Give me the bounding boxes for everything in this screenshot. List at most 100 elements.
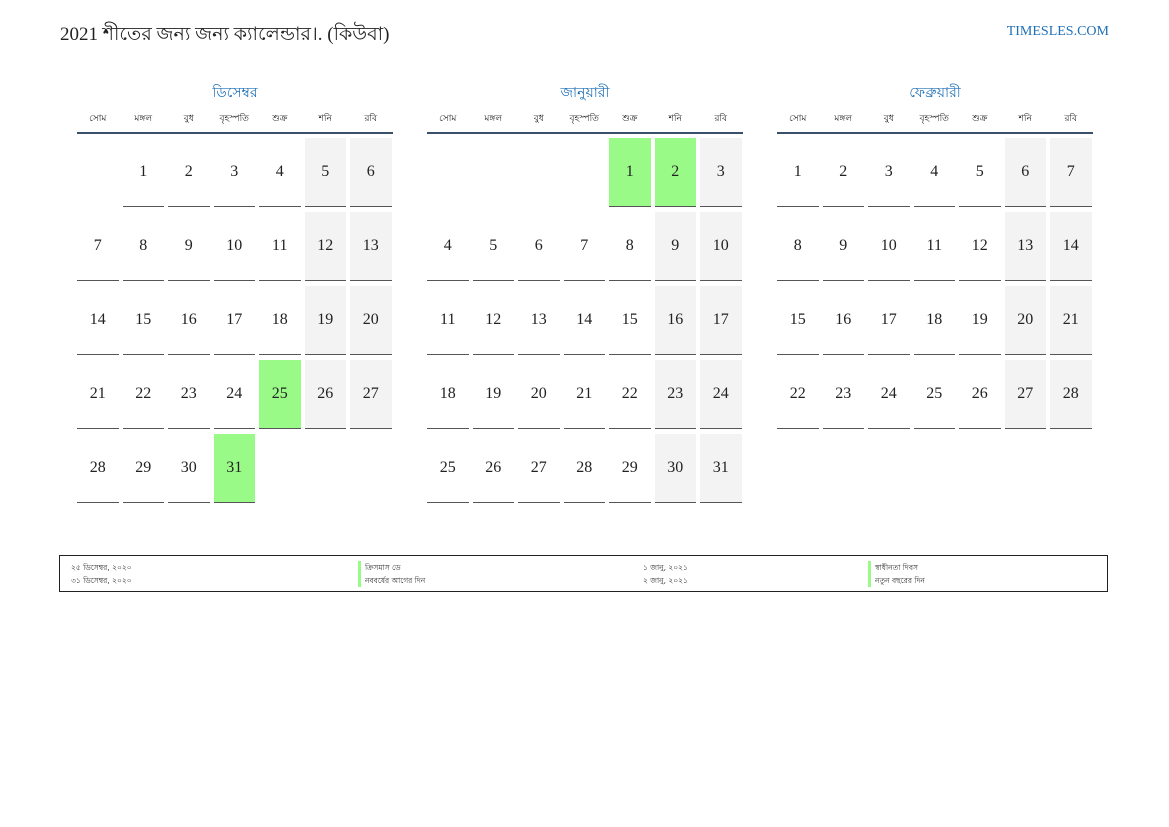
day-cell: 20 <box>1004 286 1046 355</box>
legend-names-january: স্বাধীনতা দিবস নতুন বছরের দিন <box>868 561 1118 591</box>
weekday-header: সোম মঙ্গল বুধ বৃহস্পতি শুক্র শনি রবি <box>777 104 1093 134</box>
legend-dates-december: ২৫ ডিসেম্বর, ২০২০ ৩১ ডিসেম্বর, ২০২০ <box>71 561 358 591</box>
day-cell: 18 <box>913 286 955 355</box>
day-cell: 4 <box>427 212 469 281</box>
weekday-label: সোম <box>789 113 807 124</box>
day-cell: 3 <box>868 138 910 207</box>
day-cell: 14 <box>563 286 605 355</box>
weekday-label: শুক্র <box>272 113 288 124</box>
day-cell: 11 <box>913 212 955 281</box>
weekday-label: সোম <box>89 113 107 124</box>
day-cell: 17 <box>868 286 910 355</box>
day-cell: 23 <box>168 360 210 429</box>
day-cell: 5 <box>304 138 346 207</box>
site-link[interactable]: TIMESLES.COM <box>1006 24 1109 39</box>
day-grid: 1 2 3 4 5 6 7 8 9 10 11 12 13 14 15 16 17 18 19 20 21 22 23 24 2… <box>777 138 1093 429</box>
holiday-legend: ২৫ ডিসেম্বর, ২০২০ ৩১ ডিসেম্বর, ২০২০ ক্রি… <box>59 555 1108 592</box>
weekday-label: শুক্র <box>972 113 988 124</box>
day-cell: 5 <box>472 212 514 281</box>
day-cell: 28 <box>1050 360 1092 429</box>
day-cell: 31 <box>700 434 742 503</box>
day-cell: 9 <box>654 212 696 281</box>
day-cell: 10 <box>868 212 910 281</box>
weekday-label: শনি <box>668 113 682 124</box>
day-cell: 10 <box>213 212 255 281</box>
day-cell: 4 <box>259 138 301 207</box>
day-cell: 7 <box>1050 138 1092 207</box>
day-cell: 15 <box>609 286 651 355</box>
day-cell: 24 <box>213 360 255 429</box>
weekday-label: বুধ <box>883 113 894 124</box>
day-cell: 6 <box>518 212 560 281</box>
day-cell: 9 <box>168 212 210 281</box>
day-grid: 1 2 3 4 5 6 7 8 9 10 11 12 13 14 15 16 17 18 19 20 21 22 23 24 2… <box>77 138 393 503</box>
day-cell: 18 <box>427 360 469 429</box>
day-cell: 12 <box>304 212 346 281</box>
day-cell: 2 <box>654 138 696 207</box>
day-cell: 14 <box>1050 212 1092 281</box>
day-cell: 20 <box>350 286 392 355</box>
day-cell: 30 <box>168 434 210 503</box>
legend-date: ২ জানু, ২০২১ <box>643 576 688 585</box>
day-cell: 16 <box>822 286 864 355</box>
day-cell: 27 <box>1004 360 1046 429</box>
day-cell: 18 <box>259 286 301 355</box>
day-cell: 29 <box>122 434 164 503</box>
empty-day-cell <box>427 138 469 206</box>
month-january: জানুয়ারী সোম মঙ্গল বুধ বৃহস্পতি শুক্র শ… <box>427 82 743 503</box>
day-cell: 22 <box>777 360 819 429</box>
day-cell: 8 <box>609 212 651 281</box>
legend-names-december: ক্রিসমাস ডে নববর্ষের আগের দিন <box>358 561 643 591</box>
day-cell: 26 <box>959 360 1001 429</box>
month-december: ডিসেম্বর সোম মঙ্গল বুধ বৃহস্পতি শুক্র শন… <box>77 82 393 503</box>
legend-dates-january: ১ জানু, ২০২১ ২ জানু, ২০২১ <box>643 561 868 591</box>
legend-date: ২৫ ডিসেম্বর, ২০২০ <box>71 563 132 572</box>
day-cell: 30 <box>654 434 696 503</box>
month-title: ফেব্রুয়ারী <box>909 85 961 101</box>
month-february: ফেব্রুয়ারী সোম মঙ্গল বুধ বৃহস্পতি শুক্র… <box>777 82 1093 429</box>
weekday-label: রবি <box>1064 113 1078 124</box>
weekday-header: সোম মঙ্গল বুধ বৃহস্পতি শুক্র শনি রবি <box>77 104 393 134</box>
legend-date: ১ জানু, ২০২১ <box>643 563 688 572</box>
legend-date: ৩১ ডিসেম্বর, ২০২০ <box>71 576 132 585</box>
day-cell: 15 <box>122 286 164 355</box>
weekday-header: সোম মঙ্গল বুধ বৃহস্পতি শুক্র শনি রবি <box>427 104 743 134</box>
day-cell: 13 <box>350 212 392 281</box>
weekday-label: বুধ <box>533 113 544 124</box>
day-cell: 28 <box>563 434 605 503</box>
page-title: 2021 শীতের জন্য জন্য ক্যালেন্ডার।. (কিউব… <box>60 24 390 45</box>
weekday-label: বৃহস্পতি <box>919 113 949 124</box>
day-cell: 27 <box>518 434 560 503</box>
legend-holiday-name: স্বাধীনতা দিবস <box>868 561 1118 574</box>
day-cell: 3 <box>213 138 255 207</box>
day-cell: 24 <box>868 360 910 429</box>
weekday-label: রবি <box>714 113 728 124</box>
day-cell: 27 <box>350 360 392 429</box>
day-cell: 1 <box>777 138 819 207</box>
weekday-label: মঙ্গল <box>484 113 503 124</box>
day-cell: 24 <box>700 360 742 429</box>
day-cell: 6 <box>350 138 392 207</box>
day-grid: 1 2 3 4 5 6 7 8 9 10 11 12 13 14 15 16 17 18 19 20 21 22 23 24 2… <box>427 138 743 503</box>
legend-holiday-name: নববর্ষের আগের দিন <box>358 574 643 587</box>
day-cell: 14 <box>77 286 119 355</box>
weekday-label: মঙ্গল <box>134 113 153 124</box>
month-title: জানুয়ারী <box>560 85 610 101</box>
day-cell: 11 <box>259 212 301 281</box>
day-cell: 12 <box>959 212 1001 281</box>
day-cell: 19 <box>472 360 514 429</box>
empty-day-cell <box>473 138 515 206</box>
empty-day-cell <box>564 138 606 206</box>
day-cell: 23 <box>822 360 864 429</box>
day-cell: 9 <box>822 212 864 281</box>
empty-day-cell <box>77 138 119 206</box>
day-cell: 15 <box>777 286 819 355</box>
day-cell: 7 <box>563 212 605 281</box>
day-cell: 11 <box>427 286 469 355</box>
day-cell: 1 <box>609 138 651 207</box>
day-cell: 17 <box>213 286 255 355</box>
day-cell: 5 <box>959 138 1001 207</box>
day-cell: 21 <box>1050 286 1092 355</box>
day-cell: 25 <box>259 360 301 429</box>
day-cell: 16 <box>168 286 210 355</box>
